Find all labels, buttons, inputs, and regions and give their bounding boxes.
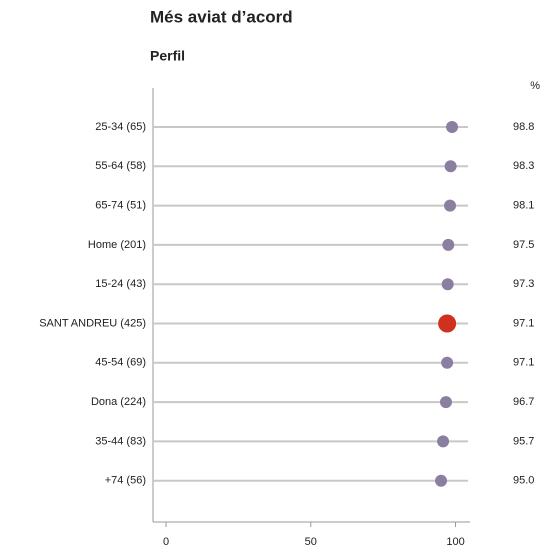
dot — [444, 199, 457, 212]
dot — [441, 278, 454, 291]
value-label: 98.1 — [513, 200, 534, 212]
category-label: SANT ANDREU (425) — [39, 317, 146, 329]
dot — [435, 474, 448, 487]
value-header: % — [530, 80, 540, 92]
category-label: Home (201) — [88, 239, 146, 251]
category-label: 35-44 (83) — [95, 435, 146, 447]
value-label: 98.8 — [513, 121, 534, 133]
x-tick-label: 50 — [305, 536, 317, 548]
value-label: 97.1 — [513, 357, 534, 369]
value-label: 95.0 — [513, 475, 534, 487]
dot — [444, 160, 457, 173]
value-label: 95.7 — [513, 435, 534, 447]
dot — [437, 435, 450, 448]
value-label: 97.3 — [513, 278, 534, 290]
category-label: 25-34 (65) — [95, 121, 146, 133]
x-tick-label: 100 — [446, 536, 464, 548]
chart-title: Més aviat d’acord — [150, 7, 293, 26]
category-label: 15-24 (43) — [95, 278, 146, 290]
dot — [441, 356, 454, 369]
category-label: 65-74 (51) — [95, 200, 146, 212]
category-label: 45-54 (69) — [95, 357, 146, 369]
chart-subtitle: Perfil — [150, 48, 185, 64]
value-label: 97.5 — [513, 239, 534, 251]
category-label: Dona (224) — [91, 396, 146, 408]
dot — [446, 121, 459, 133]
category-label: +74 (56) — [105, 475, 146, 487]
category-label: 55-64 (58) — [95, 160, 146, 172]
value-label: 96.7 — [513, 396, 534, 408]
value-label: 98.3 — [513, 160, 534, 172]
dot — [438, 314, 457, 333]
dot — [439, 396, 452, 409]
x-tick-label: 0 — [163, 536, 169, 548]
dot — [442, 238, 455, 251]
value-label: 97.1 — [513, 317, 534, 329]
